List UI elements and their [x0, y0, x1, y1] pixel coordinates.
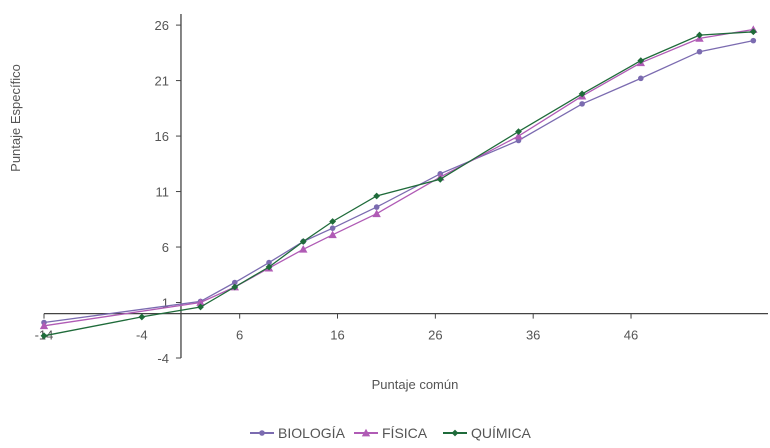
legend-item: BIOLOGÍA: [250, 425, 346, 441]
data-point: [578, 90, 586, 98]
data-point: [196, 298, 205, 306]
x-tick-label: 26: [428, 328, 442, 343]
y-tick-label: 21: [155, 74, 169, 89]
data-point: [329, 225, 336, 231]
data-point: [696, 31, 703, 39]
data-point: [329, 218, 337, 225]
x-tick-label: 16: [330, 328, 344, 343]
series-1: [39, 25, 758, 330]
series-layer: [39, 25, 758, 340]
data-point: [696, 48, 703, 55]
data-point: [328, 230, 337, 239]
data-point: [750, 37, 757, 44]
data-point: [266, 259, 272, 266]
x-tick-label: 46: [624, 328, 638, 343]
data-point: [299, 245, 308, 253]
data-point: [40, 332, 48, 340]
data-point: [372, 209, 381, 218]
legend-marker: [259, 430, 265, 436]
data-point: [373, 192, 381, 200]
series-line: [43, 28, 754, 327]
series-line: [43, 31, 754, 337]
data-point: [579, 101, 585, 107]
y-tick-label: 6: [162, 240, 169, 255]
series-line: [43, 39, 754, 324]
x-tick-label: 36: [526, 328, 540, 343]
y-tick-label: 11: [155, 185, 169, 200]
legend-label: BIOLOGÍA: [278, 425, 346, 441]
y-tick-label: -4: [157, 351, 169, 366]
data-point: [514, 131, 523, 140]
legend: BIOLOGÍA FÍSICA QUÍMICA: [250, 425, 532, 441]
data-point: [749, 28, 757, 36]
y-axis-title: Puntaje Específico: [8, 64, 23, 172]
data-point: [637, 57, 645, 65]
y-tick-label: 16: [155, 129, 169, 144]
series-2: [40, 28, 757, 340]
data-point: [436, 175, 444, 183]
legend-item: QUÍMICA: [443, 425, 532, 441]
data-point: [138, 313, 146, 321]
legend-marker: [451, 429, 459, 437]
legend-label: QUÍMICA: [471, 425, 532, 441]
data-point: [373, 204, 380, 210]
y-tick-label: 26: [155, 18, 169, 33]
data-point: [197, 303, 204, 311]
data-point: [299, 238, 307, 245]
data-point: [638, 75, 644, 82]
data-point: [231, 283, 239, 291]
data-point: [39, 321, 49, 330]
x-tick-label: -4: [136, 328, 148, 343]
data-point: [265, 263, 273, 271]
legend-label: FÍSICA: [382, 425, 428, 441]
series-0: [41, 37, 757, 326]
y-tick-label: 1: [162, 296, 169, 311]
legend-item: FÍSICA: [354, 425, 428, 441]
data-point: [515, 128, 522, 136]
data-point: [231, 279, 238, 286]
x-axis-title: Puntaje común: [372, 377, 459, 392]
legend-marker: [361, 428, 371, 437]
x-tick-label: 6: [236, 328, 243, 343]
